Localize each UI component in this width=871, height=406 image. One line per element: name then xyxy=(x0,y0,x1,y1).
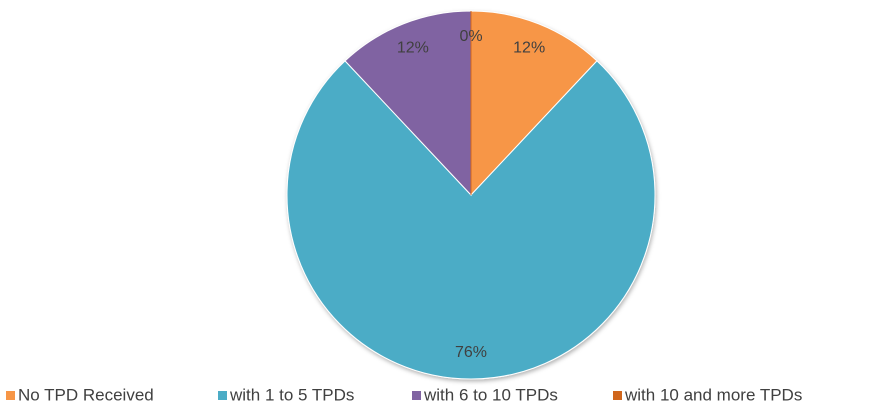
pie xyxy=(286,10,656,380)
legend-swatch xyxy=(218,391,227,400)
legend-label: with 6 to 10 TPDs xyxy=(423,385,558,404)
data-label: 76% xyxy=(455,344,487,361)
legend-swatch xyxy=(613,391,622,400)
legend-label: with 10 and more TPDs xyxy=(624,385,802,404)
pie-slice xyxy=(470,10,598,197)
pie-slice xyxy=(344,10,472,197)
legend-swatch xyxy=(6,391,15,400)
legend-swatch xyxy=(412,391,421,400)
pie-slice xyxy=(286,60,656,380)
legend-label: No TPD Received xyxy=(18,385,154,404)
data-label: 0% xyxy=(459,28,482,45)
data-label: 12% xyxy=(513,39,545,56)
legend-label: with 1 to 5 TPDs xyxy=(229,385,354,404)
data-label: 12% xyxy=(397,39,429,56)
